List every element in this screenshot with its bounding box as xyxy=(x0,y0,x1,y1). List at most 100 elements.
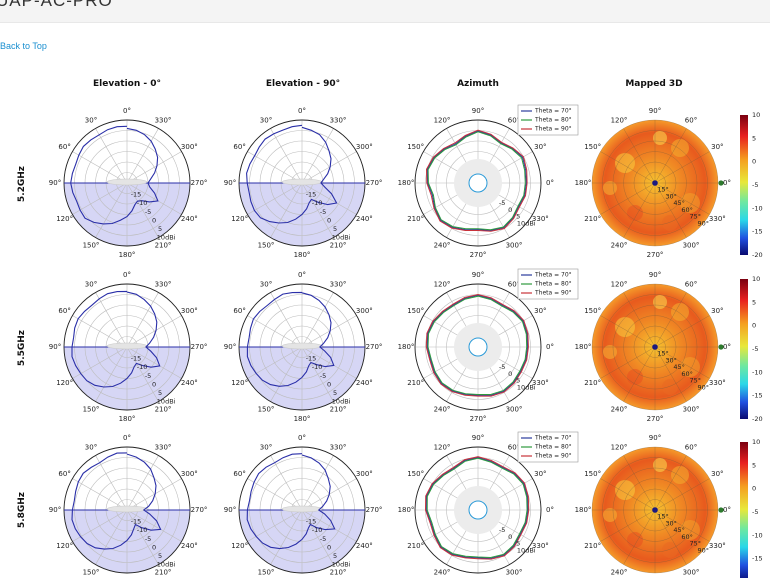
row3-elevation-90-angle-label: 60° xyxy=(233,470,245,478)
row2-mapped-3d-radial-label: 90° xyxy=(697,383,709,391)
row2-mapped-3d-angle-label: 60° xyxy=(685,281,697,289)
row2-azimuth-angle-label: 300° xyxy=(506,405,523,413)
row2-mapped-3d-reference-marker xyxy=(718,344,724,350)
row1-mapped-3d-colorbar-tick: 0 xyxy=(752,158,756,166)
row1-elevation-90-angle-label: 120° xyxy=(231,215,248,223)
row2-elevation-0-radial-label: 0 xyxy=(152,380,156,388)
row3-elevation-90-radial-label: -10 xyxy=(312,526,323,534)
row2-azimuth-angle-label: 120° xyxy=(434,281,451,289)
row1-mapped-3d-angle-label: 210° xyxy=(584,215,601,223)
polar-grid-spoke xyxy=(126,509,182,542)
row3-mapped-3d-angle-label: 330° xyxy=(709,542,726,550)
row2-elevation-0-angle-label: 210° xyxy=(155,405,172,413)
row2-mapped-3d-colorbar-tick: 0 xyxy=(752,322,756,330)
row1-azimuth-series-line xyxy=(427,131,526,231)
row2-elevation-90-radial-label: -10 xyxy=(312,363,323,371)
polar-grid-spoke xyxy=(126,346,182,379)
column-header-azimuth: Azimuth xyxy=(457,79,499,89)
row3-mapped-3d-colorbar-tick: -15 xyxy=(752,555,763,563)
row3-azimuth-device-led-ring xyxy=(468,500,488,520)
row3-mapped-3d-heat-patch xyxy=(653,458,667,472)
polar-grid-spoke xyxy=(126,478,182,511)
row3-azimuth-legend-label: Theta = 70° xyxy=(534,435,572,442)
row1-mapped-3d-heat-patch xyxy=(615,153,635,173)
row3-mapped-3d-angle-label: 150° xyxy=(584,470,601,478)
row3-mapped-3d-radial-label: 75° xyxy=(689,540,701,548)
row2-elevation-0-angle-label: 120° xyxy=(56,379,73,387)
row1-azimuth-plot: 90° 60° 30° 0° 330° 300° 270° 240° 210° 180° 150° 1… xyxy=(398,104,579,259)
row1-azimuth-angle-label: 120° xyxy=(434,117,451,125)
row3-mapped-3d-heat-patch xyxy=(615,480,635,500)
row2-elevation-90-angle-label: 120° xyxy=(231,379,248,387)
polar-grid-spoke xyxy=(72,509,128,542)
polar-grid-spoke xyxy=(654,346,687,402)
row1-elevation-0-angle-label: 60° xyxy=(58,143,70,151)
row1-elevation-90-angle-label: 30° xyxy=(260,117,272,125)
polar-grid-spoke xyxy=(126,128,159,184)
row3-mapped-3d-angle-label: 210° xyxy=(584,542,601,550)
row2-elevation-0-angle-label: 30° xyxy=(85,281,97,289)
polar-grid-spoke xyxy=(72,151,128,184)
row3-elevation-90-angle-label: 330° xyxy=(330,444,347,452)
row3-elevation-0-angle-label: 60° xyxy=(58,470,70,478)
polar-grid-spoke xyxy=(654,509,710,542)
row1-azimuth-angle-label: 0° xyxy=(546,179,554,187)
row2-mapped-3d-plot: 90° 60° 30° 0° 330° 300° 270° 240° 210° 180° 150° 1… xyxy=(575,271,763,423)
row1-mapped-3d-angle-label: 60° xyxy=(685,117,697,125)
row1-azimuth-angle-label: 300° xyxy=(506,241,523,249)
row2-azimuth-radial-label: 5 xyxy=(516,377,520,385)
row2-elevation-0-pattern-line xyxy=(71,290,161,388)
row2-elevation-90-plot: 0° 30° 60° 90° 120° 150° 180° 210° 240° 270° 300° 3… xyxy=(224,271,383,423)
row3-azimuth-angle-label: 60° xyxy=(508,444,520,452)
row1-azimuth-angle-label: 30° xyxy=(534,143,546,151)
polar-grid-spoke xyxy=(654,128,687,184)
row2-mapped-3d-heat-patch xyxy=(671,303,689,321)
row3-elevation-90-radial-label: -5 xyxy=(320,535,326,543)
row1-azimuth-legend-label: Theta = 80° xyxy=(534,117,572,124)
row2-mapped-3d-colorbar-tick: 10 xyxy=(752,275,760,283)
row2-azimuth-angle-label: 180° xyxy=(398,343,415,351)
row1-azimuth-radial-label: 10dBi xyxy=(517,219,536,227)
row3-elevation-90-radial-label: 5 xyxy=(333,552,337,560)
row2-mapped-3d-heat-patch xyxy=(627,369,643,385)
row3-mapped-3d-colorbar-tick: -5 xyxy=(752,508,758,516)
row3-azimuth-series-line xyxy=(425,456,529,559)
row2-mapped-3d-colorbar-tick: 5 xyxy=(752,298,756,306)
row1-elevation-0-radial-label: -5 xyxy=(145,208,151,216)
row1-mapped-3d-angle-label: 270° xyxy=(647,251,664,259)
row3-elevation-0-angle-label: 270° xyxy=(191,506,208,514)
row2-elevation-90-angle-label: 150° xyxy=(258,405,275,413)
row3-elevation-0-plot: 0°30°60°90°120°150°180°210°240°270°300°3… xyxy=(49,434,208,576)
row2-mapped-3d-angle-label: 180° xyxy=(575,343,592,351)
column-header-elevation-0: Elevation - 0° xyxy=(92,79,162,89)
polar-grid-spoke xyxy=(623,455,656,511)
back-to-top-link[interactable]: Back to Top xyxy=(0,41,47,51)
row2-elevation-90-radial-label: -15 xyxy=(306,355,317,363)
row2-elevation-0-plot: 0° 30° 60° 90° 120° 150° 180° 210° 240° 270° 300° 3… xyxy=(49,271,208,423)
row1-elevation-90-radial-label: 10dBi xyxy=(332,234,351,242)
polar-grid-spoke xyxy=(654,151,710,184)
polar-grid-spoke xyxy=(95,128,128,184)
row1-mapped-3d-colorbar-tick: 10 xyxy=(752,111,760,119)
row1-elevation-90-pattern-line xyxy=(246,124,338,224)
row3-azimuth-legend-label: Theta = 90° xyxy=(534,453,572,460)
polar-grid-spoke xyxy=(95,509,128,565)
row2-azimuth-angle-label: 210° xyxy=(407,379,424,387)
row1-azimuth-legend-label: Theta = 90° xyxy=(534,126,572,133)
row1-elevation-90-angle-label: 330° xyxy=(330,117,347,125)
row3-mapped-3d-radial-label: 60° xyxy=(681,533,693,541)
row2-mapped-3d-heat-patch xyxy=(615,317,635,337)
row1-elevation-90-angle-label: 0° xyxy=(298,107,306,115)
row2-elevation-0-angle-label: 270° xyxy=(191,343,208,351)
row1-azimuth-angle-label: 90° xyxy=(472,107,484,115)
row1-elevation-0-angle-label: 150° xyxy=(83,241,100,249)
polar-grid-spoke xyxy=(247,315,303,348)
row3-mapped-3d-colorbar xyxy=(740,442,748,578)
row2-elevation-90-angle-label: 180° xyxy=(294,415,311,423)
row3-azimuth-angle-label: 90° xyxy=(472,434,484,442)
row2-azimuth-series-line xyxy=(427,295,528,395)
polar-grid-spoke xyxy=(301,509,334,565)
row1-mapped-3d-angle-label: 330° xyxy=(709,215,726,223)
row2-elevation-0-radial-label: -15 xyxy=(131,355,142,363)
row2-mapped-3d-colorbar-tick: -5 xyxy=(752,345,758,353)
